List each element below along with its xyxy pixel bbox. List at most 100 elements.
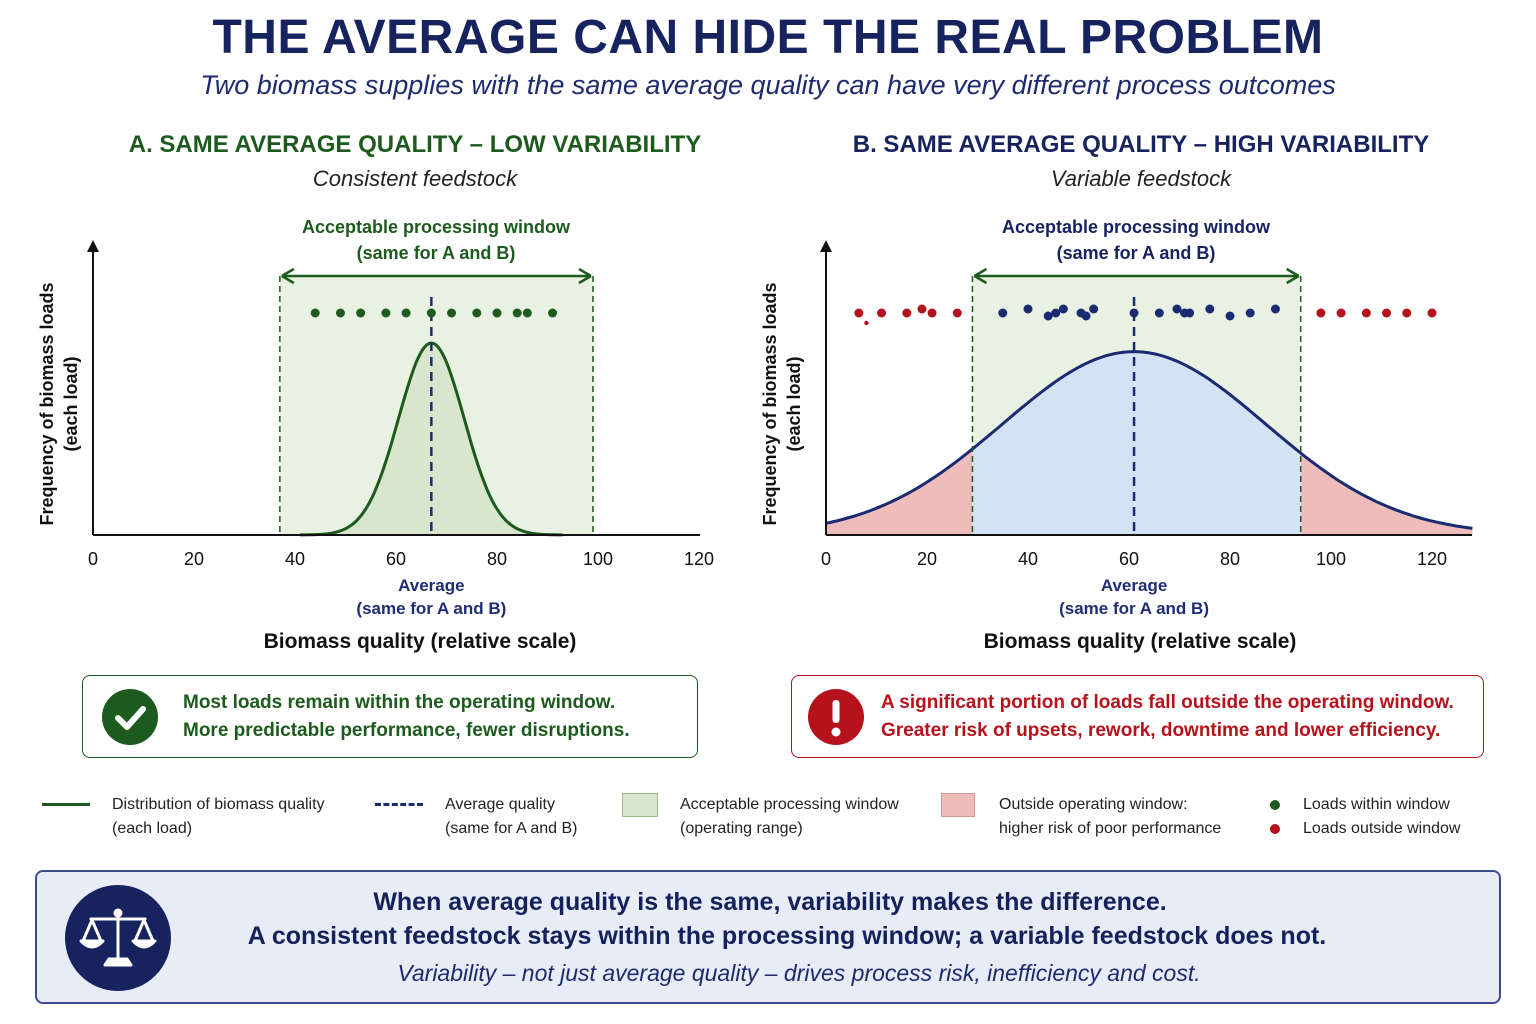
panel-a-title: A. SAME AVERAGE QUALITY – LOW VARIABILIT… [128,131,702,158]
legend-average-label-2: (same for A and B) [445,820,578,837]
x-tick-label: 40 [1018,549,1038,569]
load-dot-within [1023,304,1033,314]
x-tick-label: 20 [917,549,937,569]
x-tick-label: 20 [184,549,204,569]
legend-average-swatch [375,793,435,817]
legend-distribution-swatch [42,793,102,817]
legend-loads-outside-label: Loads outside window [1303,820,1461,837]
legend-window-label-2: (operating range) [680,820,803,837]
red-dot-icon [1270,824,1280,834]
load-dot-within [1089,304,1099,314]
x-tick-label: 0 [88,549,98,569]
load-dot-within [1172,304,1182,314]
load-dot-outside [902,308,912,318]
balance-scale-icon [65,885,171,991]
load-dot-within [1051,308,1061,318]
conclusion-box: When average quality is the same, variab… [35,870,1501,1004]
legend-distribution-label-2: (each load) [112,820,193,837]
panel-b-title: B. SAME AVERAGE QUALITY – HIGH VARIABILI… [852,131,1430,158]
window-arrow-left [973,267,988,285]
distribution-fill [93,343,699,535]
load-dot-within [1129,308,1139,318]
outside-fill-left [826,449,973,535]
legend-outside-label-2: higher risk of poor performance [999,820,1222,837]
panel-a-message-box: Most loads remain within the operating w… [82,675,698,758]
panel-b-xlabel: Biomass quality (relative scale) [983,630,1297,653]
panel-b-window-label-line1: Acceptable processing window [1001,217,1271,237]
load-dot-within [356,308,366,318]
legend-loads-within: Loads within window [1270,793,1460,817]
load-dot-within [1245,308,1255,318]
load-dot-within [1185,308,1195,318]
legend-window-label-1: Acceptable processing window [680,796,899,813]
chart-a: 0 20 40 60 80 100 120 [87,240,714,569]
panel-a-average-label-line2: (same for A and B) [356,599,507,618]
load-dot-outside [927,308,937,318]
x-tick-label: 100 [1316,549,1346,569]
load-dot-within [1081,311,1091,321]
distribution-curve [825,350,1473,530]
x-tick-label: 120 [684,549,714,569]
window-arrow-right [1286,267,1300,285]
panel-b-average-label-line2: (same for A and B) [1059,599,1209,618]
x-tick-label: 0 [821,549,831,569]
load-dot-outside [1427,308,1437,318]
page-subtitle: Two biomass supplies with the same avera… [200,70,1336,100]
window-arrow-left [281,267,295,285]
outside-fill-right [1300,453,1473,535]
load-dot-outside [1382,308,1392,318]
load-dot-outside [952,308,962,318]
load-dot-within [401,308,411,318]
legend-loads: Loads within window Loads outside window [1270,793,1460,841]
x-tick-label: 40 [285,549,305,569]
load-dot-within [1154,308,1164,318]
conclusion-line-2: A consistent feedstock stays within the … [247,922,1327,950]
load-dot-outside [917,304,927,314]
load-dot-within [1270,304,1280,314]
panel-b-subtitle: Variable feedstock [1050,166,1232,191]
panel-b-message-line2: Greater risk of upsets, rework, downtime… [881,719,1441,741]
conclusion-line-3: Variability – not just average quality –… [397,960,1201,986]
panel-a-subtitle: Consistent feedstock [312,166,518,191]
legend-average-label-1: Average quality [445,796,555,813]
x-tick-label: 60 [1119,549,1139,569]
panel-a-message-line2: More predictable performance, fewer disr… [183,719,630,741]
panel-a-window-label-line2: (same for A and B) [356,243,516,263]
x-tick-label: 100 [583,549,613,569]
legend-outside-label-1: Outside operating window: [999,796,1188,813]
load-dot-outside [1361,308,1371,318]
panel-a-average-label: Average (same for A and B) [321,574,541,620]
panel-b-window-label-line2: (same for A and B) [1056,243,1216,263]
load-dot-outside [1316,308,1326,318]
load-dot-within [512,308,522,318]
y-axis-arrowhead [87,240,99,252]
load-dot-within [381,308,391,318]
load-dot-within [426,308,436,318]
legend-outside: Outside operating window: higher risk of … [941,793,1221,841]
load-dot-within [335,308,345,318]
panel-b-average-label-line1: Average [1100,576,1168,595]
load-dot-within [548,308,558,318]
load-dot-outside [877,308,887,318]
legend-outside-swatch [941,793,981,817]
y-axis-arrowhead [820,240,832,252]
legend-distribution: Distribution of biomass quality (each loa… [42,793,325,841]
x-tick-label: 80 [487,549,507,569]
x-tick-label: 80 [1220,549,1240,569]
panel-a-window-label: Acceptable processing window (same for A… [236,214,636,266]
conclusion-line-1: When average quality is the same, variab… [373,888,1167,916]
load-dot-outside [864,320,869,326]
panel-a-xlabel: Biomass quality (relative scale) [263,630,577,653]
legend-average: Average quality (same for A and B) [375,793,578,841]
panel-a-window-label-line1: Acceptable processing window [301,217,571,237]
load-dot-within [472,308,482,318]
load-dot-outside [1336,308,1346,318]
load-dot-within [522,308,532,318]
x-tick-label: 60 [386,549,406,569]
load-dot-within [1205,304,1215,314]
green-dot-icon [1270,800,1280,810]
exclamation-icon [808,688,864,745]
load-dot-within [1225,311,1235,321]
x-tick-label: 120 [1417,549,1447,569]
legend-loads-outside: Loads outside window [1270,817,1460,841]
